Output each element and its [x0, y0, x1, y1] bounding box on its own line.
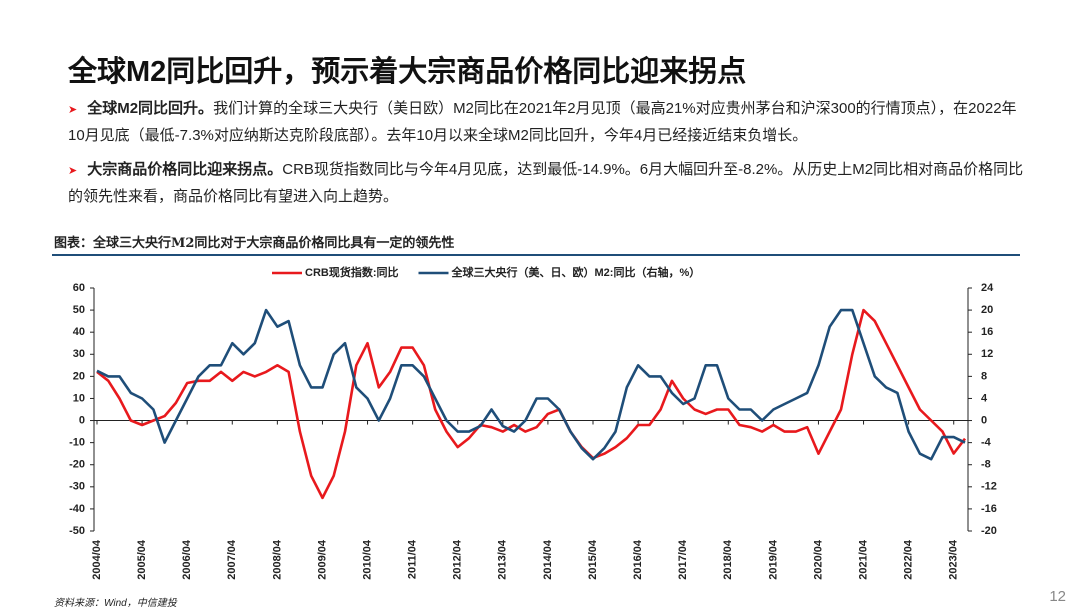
bullet-lead: 全球M2同比回升。	[87, 100, 214, 117]
x-tick-label: 2005/04	[136, 539, 148, 580]
y2-tick-label: -16	[981, 503, 997, 515]
y-tick-label: -50	[69, 525, 85, 537]
source: 资料来源：Wind，中信建投	[54, 598, 177, 609]
y2-tick-label: 16	[981, 326, 993, 338]
y2-tick-label: 20	[981, 304, 993, 316]
x-tick-label: 2011/04	[407, 539, 419, 579]
x-tick-label: 2019/04	[767, 539, 779, 580]
x-tick-label: 2021/04	[857, 539, 869, 580]
y2-tick-label: -12	[981, 481, 997, 493]
slide-title: 全球M2同比回升，预示着大宗商品价格同比迎来拐点	[68, 56, 747, 88]
x-tick-label: 2006/04	[181, 539, 193, 580]
y2-tick-label: -4	[981, 437, 992, 449]
y2-tick-label: 0	[981, 414, 987, 426]
legend-label: CRB现货指数:同比	[305, 265, 399, 279]
bullet-text: 我们计算的全球三大央行（美日欧）M2同比在2021年2月见顶（最高21%对应贵州…	[68, 100, 1017, 144]
y-tick-label: 50	[73, 304, 85, 316]
y-tick-label: -10	[69, 437, 85, 449]
x-tick-label: 2015/04	[587, 539, 599, 580]
y2-tick-label: 12	[981, 348, 993, 360]
divider	[52, 254, 1020, 256]
y-tick-label: 20	[73, 370, 85, 382]
bullet: ➤ 大宗商品价格同比迎来拐点。CRB现货指数同比与今年4月见底，达到最低-14.9…	[68, 161, 1024, 205]
y2-tick-label: 4	[981, 392, 988, 404]
x-tick-label: 2017/04	[677, 539, 689, 580]
bullet-lead: 大宗商品价格同比迎来拐点。	[87, 161, 283, 178]
series-line	[96, 308, 966, 461]
y-tick-label: 60	[73, 282, 85, 294]
x-tick-label: 2009/04	[316, 539, 328, 580]
y-tick-label: 40	[73, 326, 85, 338]
x-tick-label: 2010/04	[361, 539, 373, 580]
y-tick-label: -30	[69, 481, 85, 493]
x-tick-label: 2023/04	[948, 539, 960, 580]
y2-tick-label: -20	[981, 525, 997, 537]
bullet: ➤ 全球M2同比回升。我们计算的全球三大央行（美日欧）M2同比在2021年2月见顶…	[68, 100, 1017, 144]
y-tick-label: 30	[73, 348, 85, 360]
y-tick-label: -20	[69, 459, 85, 471]
x-tick-label: 2014/04	[542, 539, 554, 580]
x-tick-label: 2016/04	[632, 539, 644, 580]
legend-label: 全球三大央行（美、日、欧）M2:同比（右轴，%）	[451, 265, 701, 279]
x-tick-label: 2013/04	[497, 539, 509, 580]
x-tick-label: 2022/04	[903, 539, 915, 580]
series-line	[96, 308, 967, 500]
x-tick-label: 2012/04	[452, 539, 464, 580]
chart-title: 图表：全球三大央行M2同比对于大宗商品价格同比具有一定的领先性	[54, 236, 455, 251]
y2-tick-label: -8	[981, 459, 991, 471]
y-tick-label: 10	[73, 392, 85, 404]
y-tick-label: -40	[69, 503, 85, 515]
y2-tick-label: 24	[981, 282, 994, 294]
x-tick-label: 2018/04	[722, 539, 734, 580]
x-tick-label: 2004/04	[91, 539, 103, 580]
bullet-text: CRB现货指数同比与今年4月见底，达到最低-14.9%。6月大幅回升至-8.2%…	[68, 161, 1024, 205]
y2-tick-label: 8	[981, 370, 987, 382]
x-tick-label: 2020/04	[812, 539, 824, 580]
page-number: 12	[1049, 588, 1066, 605]
y-tick-label: 0	[79, 414, 85, 426]
x-tick-label: 2008/04	[271, 539, 283, 580]
x-tick-label: 2007/04	[226, 539, 238, 580]
